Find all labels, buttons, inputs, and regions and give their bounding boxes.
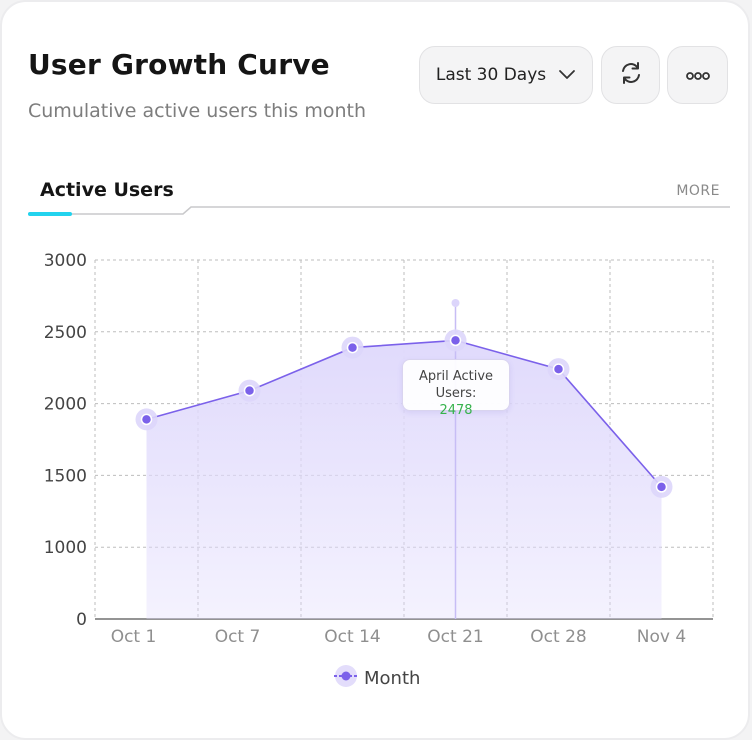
tab-active-users[interactable]: Active Users [40, 179, 174, 201]
x-tick-label: Oct 14 [324, 627, 380, 647]
data-point [346, 341, 359, 354]
page-title: User Growth Curve [28, 48, 330, 81]
series-line [146, 339, 663, 488]
data-point [243, 384, 256, 397]
x-tick-label: Oct 1 [111, 627, 157, 647]
x-tick-label: Oct 7 [215, 627, 261, 647]
more-options-button[interactable] [667, 46, 728, 104]
data-point [449, 334, 462, 347]
legend-marker-icon [334, 664, 358, 693]
chart-tooltip: April Active Users: 2478 [402, 359, 510, 418]
y-tick-label: 2500 [44, 323, 87, 343]
refresh-icon [618, 60, 644, 90]
chart-legend[interactable]: Month [334, 664, 420, 693]
tooltip-value: 2478 [439, 403, 473, 418]
y-tick-label: 1500 [44, 466, 87, 486]
more-dots-icon [685, 66, 710, 85]
date-range-label: Last 30 Days [435, 65, 547, 85]
area-chart: 0 1000 1500 2000 2500 3000 Oct 1 Oct 7 Oct 14 Oct… [44, 251, 714, 647]
series-area [146, 340, 662, 619]
data-point [552, 363, 565, 375]
tab-underline [28, 206, 730, 216]
tab-active-indicator [28, 212, 72, 216]
data-point [655, 481, 668, 493]
highlight-cap [451, 299, 460, 307]
y-tick-label: 0 [76, 610, 87, 630]
y-tick-label: 1000 [44, 538, 87, 558]
x-tick-label: Oct 21 [427, 627, 483, 647]
more-link[interactable]: MORE [676, 183, 720, 199]
legend-label: Month [364, 668, 421, 689]
date-range-dropdown[interactable]: Last 30 Days [419, 46, 593, 104]
x-tick-label: Nov 4 [637, 627, 686, 647]
refresh-button[interactable] [601, 46, 660, 104]
page-subtitle: Cumulative active users this month [28, 100, 367, 122]
y-tick-label: 2000 [44, 395, 87, 415]
tooltip-label: April Active Users: [418, 369, 494, 401]
x-tick-label: Oct 28 [530, 627, 586, 647]
data-point [140, 413, 153, 426]
chevron-down-icon [558, 65, 576, 85]
y-tick-label: 3000 [44, 251, 87, 271]
